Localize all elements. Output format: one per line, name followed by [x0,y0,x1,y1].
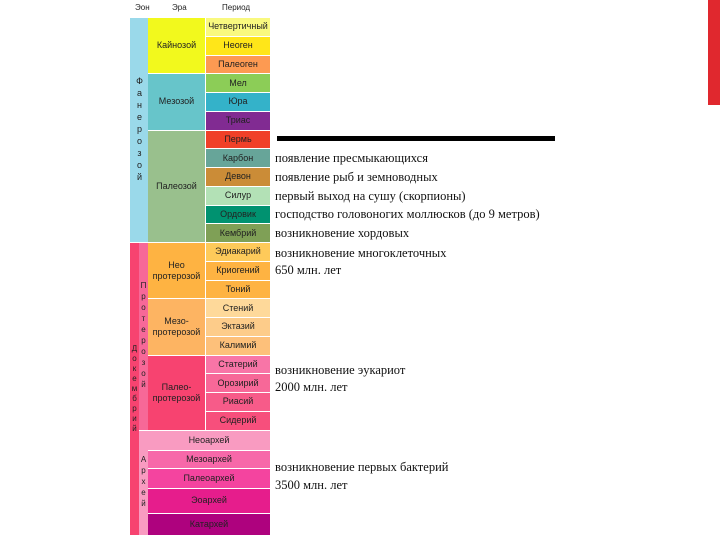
annotation: господство головоногих моллюсков (до 9 м… [275,207,540,221]
period-cell: Ордовик [206,205,270,225]
accent-bar [708,0,720,105]
annotation: появление пресмыкающихся [275,151,428,165]
period-cell: Эктазий [206,318,270,337]
era-cell: Мезо-протерозой [148,299,206,356]
period-cell: Палеоген [206,55,270,75]
era-cell: Палеозой [148,130,206,243]
period-cell: Неоген [206,36,270,56]
period-cell: Девон [206,168,270,187]
eon-cell: Протерозой [139,243,148,431]
annotation: возникновение хордовых [275,226,410,240]
era-cell: Кайнозой [148,18,206,75]
eon-cell: Фанерозой [130,18,148,243]
column-header: Период [222,3,251,12]
period-cell: Триас [206,111,270,131]
period-cell: Орозирий [206,374,270,393]
period-cell: Сидерий [206,411,270,431]
column-header: Эон [135,3,150,12]
period-cell: Тоний [206,280,270,300]
period-cell: Карбон [206,149,270,168]
archean-era-cell: Катархей [148,513,270,536]
archean-era-cell: Неоархей [148,430,270,451]
era-cell: Мезозой [148,74,206,131]
period-cell: Эдиакарий [206,243,270,262]
period-cell: Стений [206,299,270,318]
annotation: первый выход на сушу (скорпионы) [275,189,466,203]
era-cell: Нео протерозой [148,243,206,300]
column-header: Эра [172,3,187,12]
eon-cell: Архей [139,430,148,536]
period-cell: Четвертичный [206,18,270,37]
annotation: появление рыб и земноводных [275,170,438,184]
annotation: 2000 млн. лет [275,380,348,394]
annotation: возникновение эукариот [275,363,406,377]
period-cell: Калимий [206,336,270,356]
period-cell: Кембрий [206,224,270,243]
annotation: возникновение многоклеточных [275,246,447,260]
divider-line [277,136,555,141]
archean-era-cell: Мезоархей [148,450,270,469]
period-cell: Риасий [206,393,270,412]
period-cell: Юра [206,93,270,112]
era-cell: Палео-протерозой [148,355,206,431]
annotation: 3500 млн. лет [275,478,348,492]
annotation: 650 млн. лет [275,263,342,277]
period-cell: Криогений [206,261,270,281]
archean-era-cell: Эоархей [148,488,270,514]
period-cell: Статерий [206,355,270,375]
period-cell: Пермь [206,130,270,150]
eon-cell: Докембрий [130,243,139,536]
period-cell: Мел [206,74,270,93]
archean-era-cell: Палеоархей [148,468,270,489]
annotation: возникновение первых бактерий [275,460,449,474]
period-cell: Силур [206,186,270,206]
